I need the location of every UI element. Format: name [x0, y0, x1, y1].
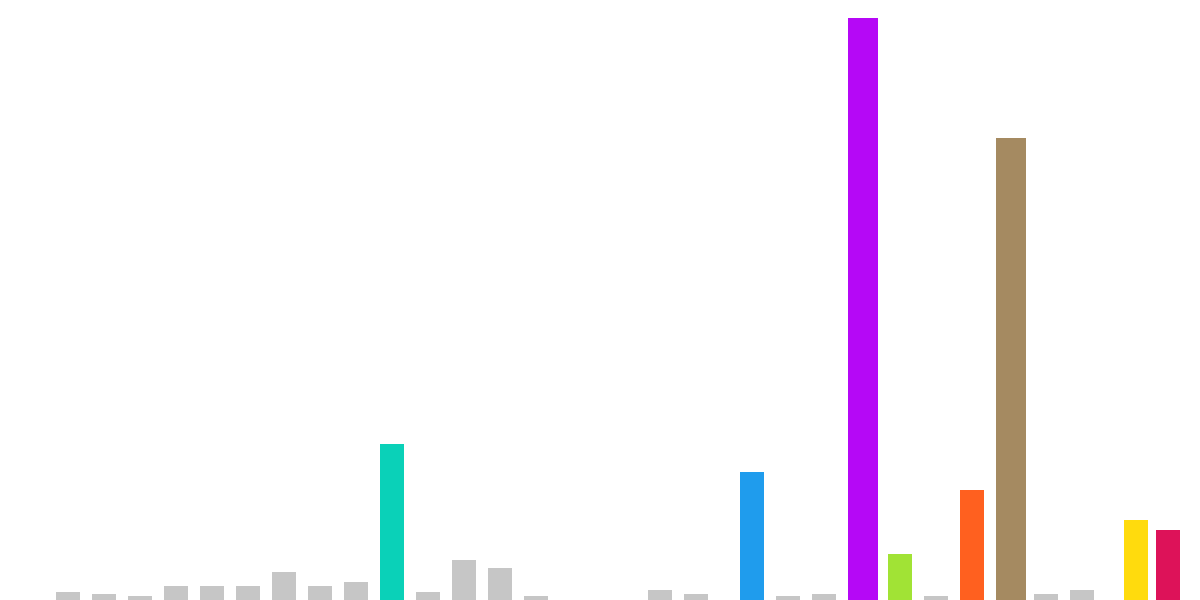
- bar-14: [648, 590, 672, 600]
- bar-25: [1070, 590, 1094, 600]
- bar-3: [164, 586, 188, 600]
- bar-chart: [0, 0, 1200, 600]
- bar-13: [524, 596, 548, 600]
- bar-2: [128, 596, 152, 600]
- bar-8: [344, 582, 368, 600]
- bar-26: [1124, 520, 1148, 600]
- bar-15: [684, 594, 708, 600]
- bar-7: [308, 586, 332, 600]
- bar-1: [92, 594, 116, 600]
- bar-21: [924, 596, 948, 600]
- bar-24: [1034, 594, 1058, 600]
- bar-9: [380, 444, 404, 600]
- bar-4: [200, 586, 224, 600]
- bar-16: [740, 472, 764, 600]
- bar-22: [960, 490, 984, 600]
- bar-20: [888, 554, 912, 600]
- bar-10: [416, 592, 440, 600]
- bar-23: [996, 138, 1026, 600]
- bar-5: [236, 586, 260, 600]
- bar-11: [452, 560, 476, 600]
- bar-17: [776, 596, 800, 600]
- bar-0: [56, 592, 80, 600]
- bar-19: [848, 18, 878, 600]
- bar-27: [1156, 530, 1180, 600]
- bar-18: [812, 594, 836, 600]
- bar-6: [272, 572, 296, 600]
- bar-12: [488, 568, 512, 600]
